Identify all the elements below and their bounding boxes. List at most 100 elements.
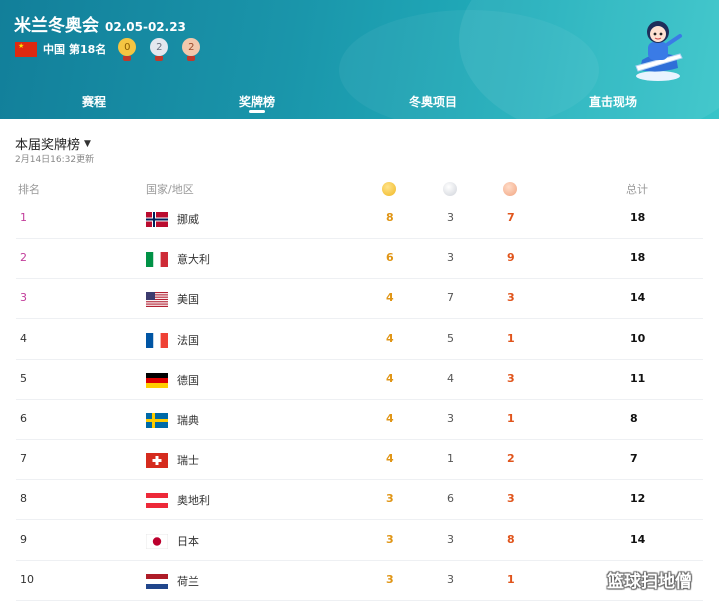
rank-cell: 3 (20, 291, 27, 305)
country-name: 挪威 (177, 213, 199, 226)
rank-cell: 1 (20, 211, 27, 224)
bronze-count: 2 (507, 452, 515, 466)
country-name: 瑞典 (177, 414, 199, 427)
country-name: 奥地利 (177, 494, 210, 508)
switzerland-flag-icon (146, 453, 168, 469)
gold-medal-icon (382, 182, 396, 196)
board-title: 本届奖牌榜 (15, 138, 81, 153)
silver-count: 3 (447, 211, 454, 224)
total-count: 14 (630, 532, 646, 546)
header-rank: 排名 (18, 183, 40, 196)
title-row: 米兰冬奥会 02.05-02.23 (14, 11, 186, 36)
update-time: 2月14日16:32更新 (15, 155, 95, 165)
total-count: 7 (630, 452, 638, 466)
board-selector[interactable]: 本届奖牌榜 ▼ (15, 134, 91, 153)
table-row[interactable]: 4 法国 4 5 1 10 (0, 320, 719, 360)
usa-flag-icon (146, 292, 168, 308)
table-header: 排名 国家/地区 总计 (0, 179, 719, 199)
total-count: 11 (630, 371, 646, 385)
country-name: 美国 (177, 293, 199, 307)
bronze-count: 8 (507, 532, 515, 546)
header-banner: 米兰冬奥会 02.05-02.23 ★ 中国 第18名 0 2 2 赛程 奖牌榜 (0, 0, 719, 119)
bronze-count: 1 (507, 331, 515, 345)
gold-count: 3 (386, 532, 394, 546)
bronze-count: 3 (507, 492, 515, 506)
table-row[interactable]: 9 日本 3 3 8 14 (0, 521, 719, 561)
gold-count: 4 (386, 291, 394, 305)
sweden-flag-icon (146, 413, 168, 428)
china-rank: 第18名 (69, 43, 107, 56)
table-row[interactable]: 3 美国 4 7 3 14 (0, 279, 719, 320)
active-tab-indicator (249, 110, 265, 113)
country-name: 荷兰 (177, 574, 199, 588)
watermark: 篮球扫地僧 (607, 572, 692, 592)
china-summary[interactable]: ★ 中国 第18名 0 2 2 (15, 38, 214, 61)
tab-medal-board[interactable]: 奖牌榜 (238, 95, 276, 109)
silver-count: 3 (447, 532, 454, 546)
tab-live[interactable]: 直击现场 (588, 95, 638, 109)
row-divider (16, 559, 703, 561)
total-count: 14 (630, 291, 646, 305)
table-row[interactable]: 1 挪威 8 3 7 18 (0, 199, 719, 239)
total-count: 18 (630, 251, 646, 265)
gold-medal-icon: 0 (118, 38, 137, 61)
gold-count: 4 (386, 371, 394, 385)
table-row[interactable]: 5 德国 4 4 3 11 (0, 360, 719, 400)
germany-flag-icon (146, 372, 168, 388)
table-row[interactable]: 6 瑞典 4 3 1 8 (0, 400, 719, 440)
country-name: 德国 (177, 373, 199, 387)
rank-cell: 2 (20, 251, 27, 265)
rank-cell: 6 (20, 412, 27, 425)
total-count: 10 (630, 331, 646, 345)
total-count: 7 (630, 572, 638, 586)
header-country: 国家/地区 (146, 183, 194, 196)
rank-cell: 9 (20, 532, 27, 546)
netherlands-flag-icon (146, 573, 168, 589)
bronze-medal-icon: 2 (182, 38, 201, 61)
games-dates: 02.05-02.23 (105, 20, 186, 34)
bronze-count: 9 (507, 251, 515, 265)
bronze-count: 3 (507, 291, 515, 305)
table-row[interactable]: 7 瑞士 4 1 2 7 (0, 440, 719, 481)
mascot-icon (635, 21, 683, 81)
tab-schedule[interactable]: 赛程 (81, 95, 107, 109)
row-divider (16, 358, 703, 360)
silver-count: 1 (447, 452, 454, 466)
china-flag-icon: ★ (15, 41, 37, 57)
france-flag-icon (146, 332, 168, 348)
gold-count: 6 (386, 251, 394, 265)
gold-count: 4 (386, 412, 394, 425)
rank-cell: 7 (20, 452, 27, 466)
row-divider (16, 398, 703, 400)
silver-count: 4 (447, 371, 454, 385)
nav-tabs: 赛程 奖牌榜 冬奥项目 直击现场 (0, 85, 719, 119)
row-divider (16, 318, 703, 320)
rank-cell: 8 (20, 492, 27, 506)
gold-count: 3 (386, 492, 394, 506)
row-divider (16, 278, 703, 280)
header-total: 总计 (626, 183, 648, 196)
japan-flag-icon (146, 533, 168, 549)
table-row[interactable]: 10 荷兰 3 3 1 7 (0, 561, 719, 601)
gold-count: 3 (386, 572, 394, 586)
silver-count: 5 (447, 331, 454, 345)
total-count: 8 (630, 412, 638, 425)
table-row[interactable]: 2 意大利 6 3 9 18 (0, 239, 719, 280)
china-name: 中国 (43, 43, 65, 56)
country-name: 日本 (177, 534, 199, 548)
gold-count: 4 (386, 331, 394, 345)
row-divider (16, 238, 703, 239)
table-row[interactable]: 8 奥地利 3 6 3 12 (0, 480, 719, 521)
gold-count: 8 (386, 211, 394, 224)
norway-flag-icon (146, 212, 168, 227)
rank-cell: 4 (20, 331, 27, 345)
bronze-count: 3 (507, 371, 515, 385)
bronze-count: 1 (507, 412, 515, 425)
country-name: 法国 (177, 333, 199, 347)
rank-cell: 10 (20, 572, 34, 586)
row-divider (16, 439, 703, 440)
silver-count: 3 (447, 251, 454, 265)
tab-events[interactable]: 冬奥项目 (408, 95, 458, 109)
row-divider (16, 479, 703, 481)
silver-medal-icon: 2 (150, 38, 169, 61)
